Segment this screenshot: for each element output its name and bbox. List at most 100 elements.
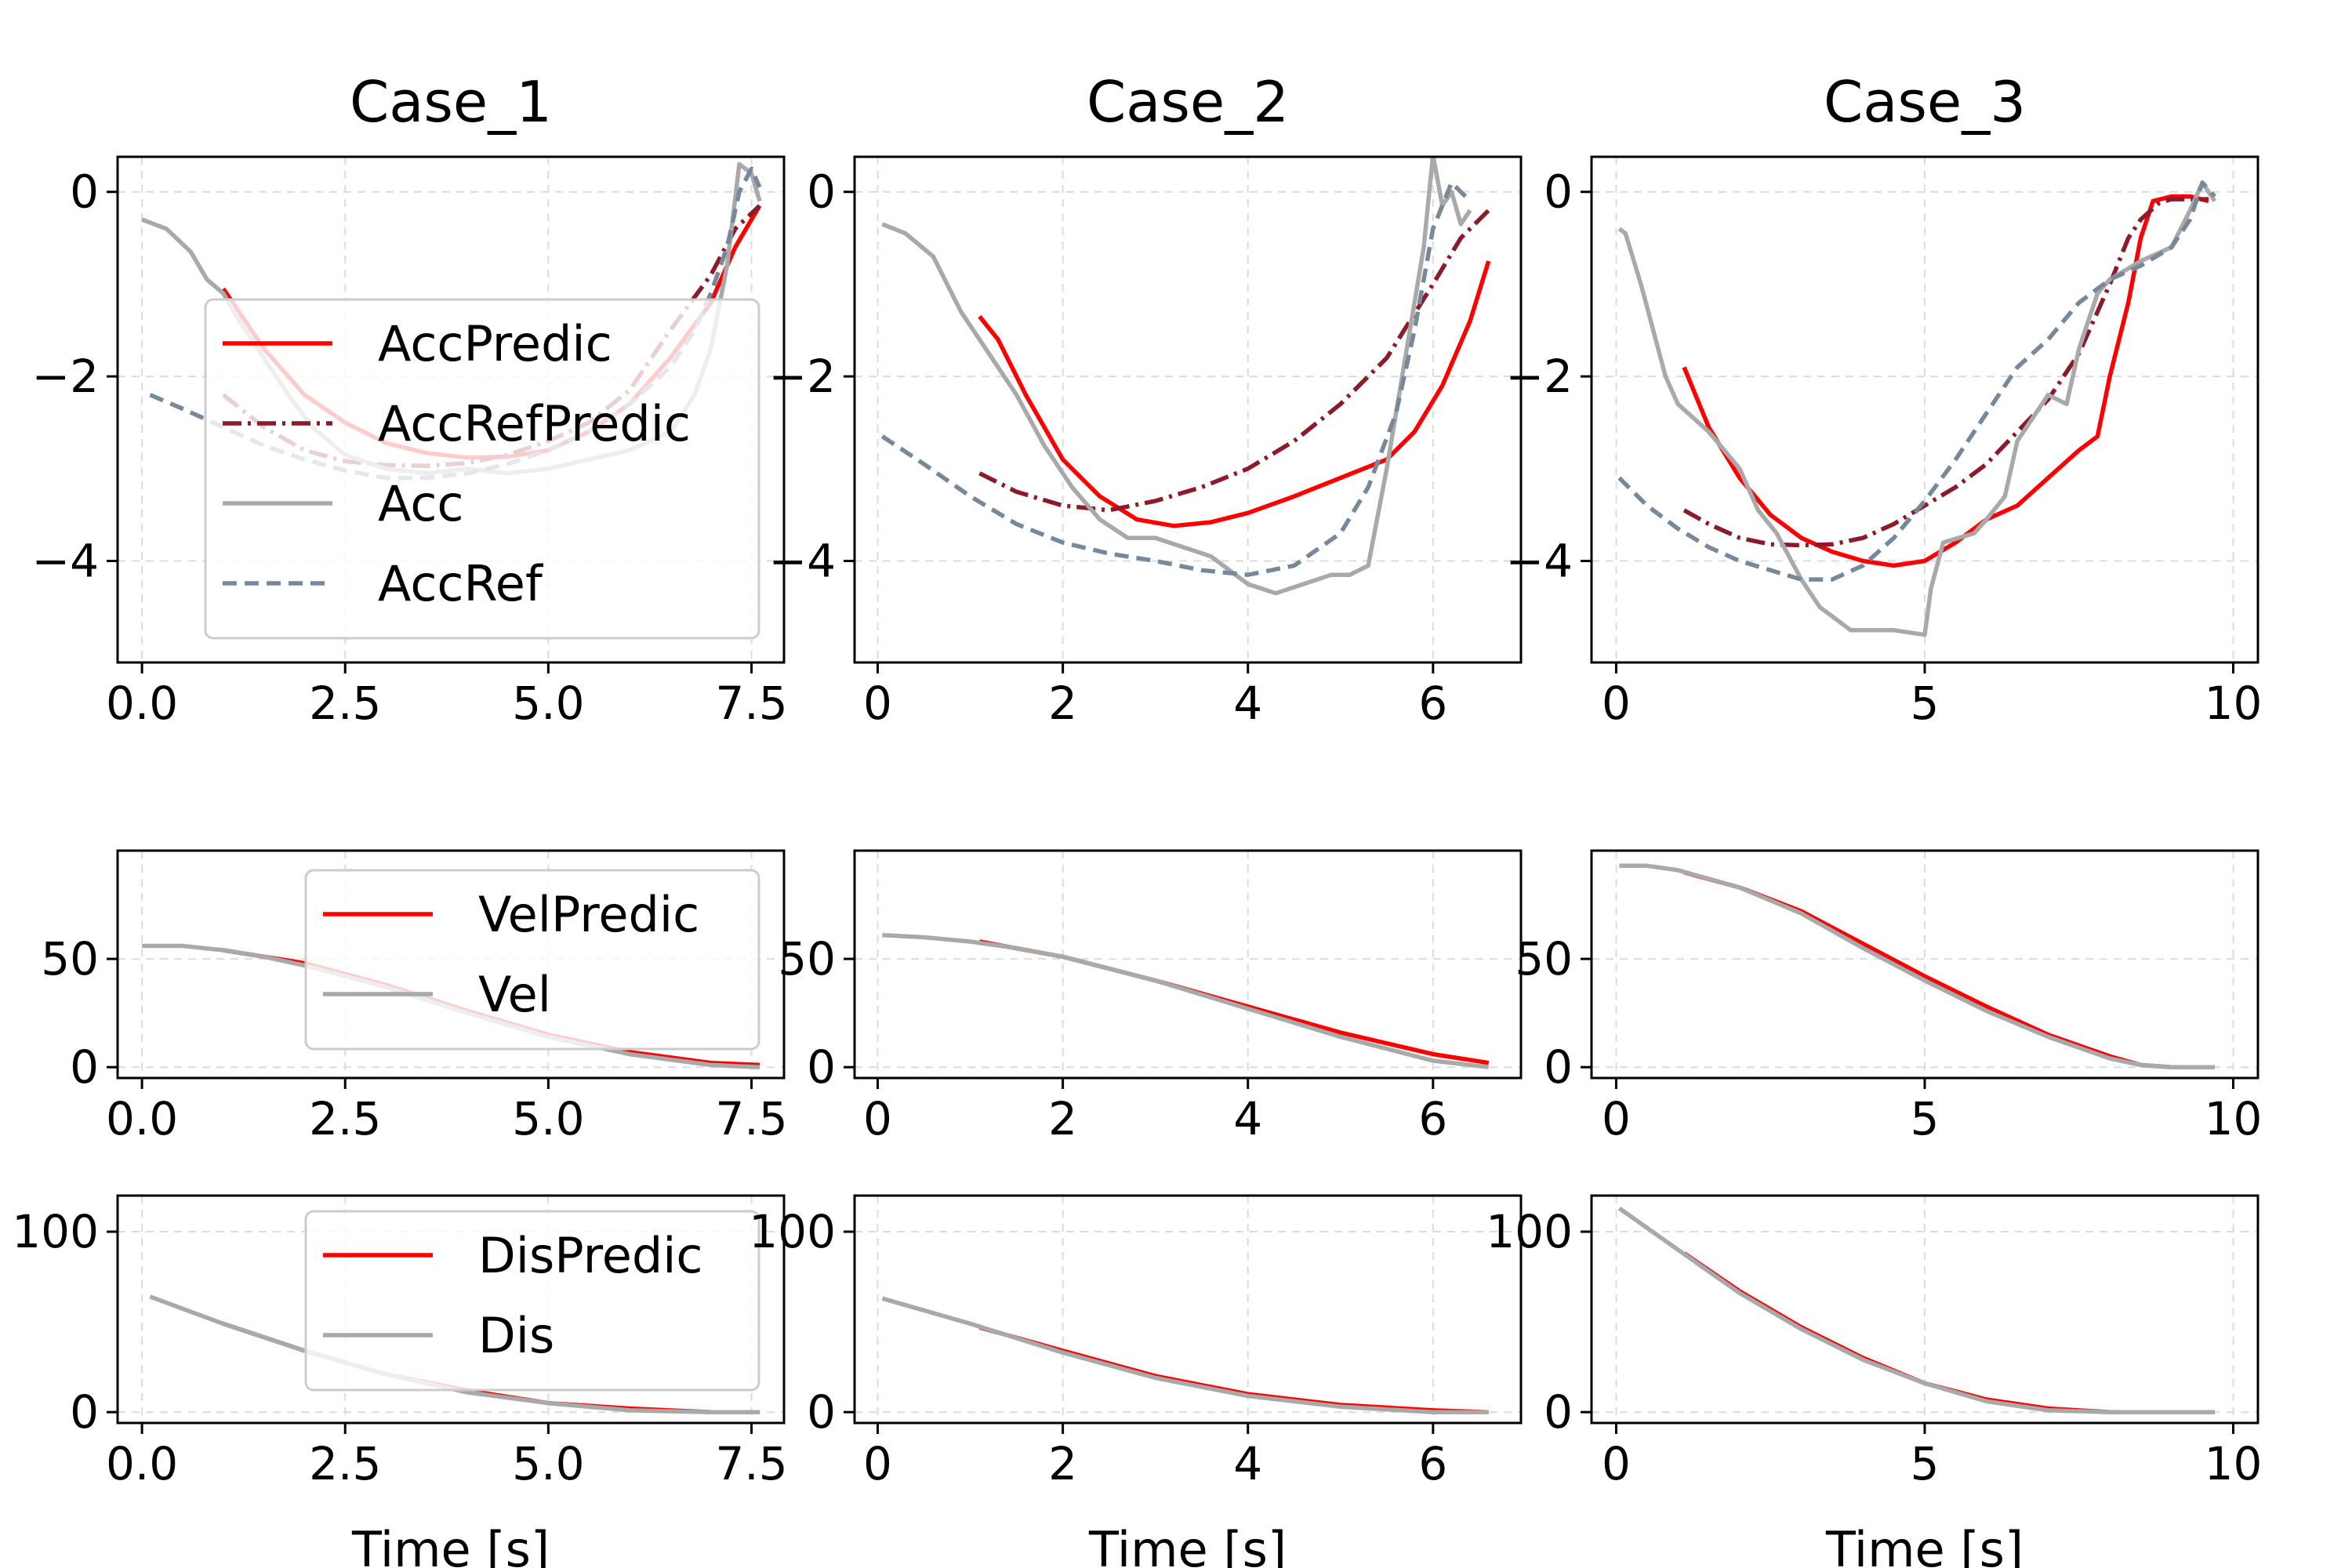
x-tick-label: 0.0	[106, 1437, 178, 1490]
legend-label: DisPredic	[478, 1227, 703, 1284]
x-tick-label: 0	[1602, 1092, 1631, 1145]
x-tick-label: 2	[1048, 1092, 1077, 1145]
series-line-vel	[1619, 863, 2215, 1069]
y-tick-label: −2	[1506, 350, 1573, 403]
axes-frame	[853, 1194, 1523, 1425]
axes-frame	[116, 1194, 786, 1425]
y-tick-label: 50	[778, 932, 836, 985]
y-tick-label: −4	[769, 535, 837, 588]
legend-label: Vel	[478, 966, 551, 1023]
series-group	[1617, 180, 2217, 637]
legend: AccPredic AccRefPredic Acc AccRef	[204, 298, 760, 640]
subplot-dis-2: 0 2 4 6 0 100 Time [s]	[749, 1194, 1523, 1568]
x-axis-label: Time [s]	[1088, 1521, 1287, 1568]
subplot-vel-3: 0 5 10 0 50	[1515, 849, 2263, 1145]
legend-label: Dis	[478, 1307, 554, 1364]
series-group	[881, 1296, 1489, 1414]
y-tick-label: 0	[70, 1385, 99, 1439]
series-line-dis	[1617, 1206, 2215, 1414]
x-tick-label: 5.0	[512, 677, 584, 730]
x-axis-label: Time [s]	[1825, 1521, 2024, 1568]
series-line-dis	[881, 1296, 1489, 1414]
x-tick-label: 5	[1911, 1092, 1940, 1145]
legend-label: Acc	[378, 475, 464, 532]
legend: DisPredic Dis	[304, 1210, 760, 1392]
x-tick-label: 6	[1418, 1092, 1447, 1145]
x-tick-label: 0.0	[106, 1092, 178, 1145]
y-tick-label: 0	[807, 1040, 836, 1094]
x-axis-label: Time [s]	[351, 1521, 550, 1568]
y-tick-label: 0	[807, 1385, 836, 1439]
legend-label: AccRef	[378, 555, 544, 612]
y-tick-label: 100	[1486, 1205, 1573, 1258]
legend-label: AccPredic	[378, 315, 612, 372]
x-tick-label: 5	[1911, 677, 1940, 730]
x-tick-label: 5	[1911, 1437, 1940, 1490]
series-line-acc	[881, 157, 1472, 596]
x-tick-label: 2	[1048, 1437, 1077, 1490]
x-tick-label: 4	[1233, 677, 1262, 730]
series-line-accpredic	[1682, 194, 2209, 568]
y-tick-label: 50	[41, 932, 99, 985]
legend-label: VelPredic	[478, 886, 699, 943]
x-tick-label: 0	[1602, 1437, 1631, 1490]
x-tick-label: 4	[1233, 1092, 1262, 1145]
y-tick-label: 0	[1544, 1040, 1573, 1094]
subplot-title: Case_3	[1824, 69, 2026, 135]
y-tick-label: 0	[70, 165, 99, 219]
series-line-vel	[882, 932, 1490, 1069]
series-group	[882, 932, 1490, 1069]
series-line-accrefpredic	[1682, 197, 2209, 548]
y-tick-label: 0	[1544, 1385, 1573, 1439]
subplot-acc-2: 0 2 4 6 0 −2 −4 Case_2	[769, 69, 1523, 730]
subplot-vel-2: 0 2 4 6 0 50	[778, 849, 1523, 1145]
legend-label: AccRefPredic	[378, 395, 691, 452]
x-tick-label: 0	[1602, 677, 1631, 730]
subplot-vel-1: 0.0 2.5 5.0 7.5 0 50 VelPredic Vel	[41, 849, 788, 1145]
series-line-velpredic	[1683, 869, 2215, 1069]
x-tick-label: 0.0	[106, 677, 178, 730]
x-tick-label: 2.5	[309, 677, 381, 730]
y-tick-label: 0	[70, 1040, 99, 1094]
axes-frame	[116, 849, 786, 1080]
y-tick-label: −4	[32, 535, 100, 588]
x-tick-label: 10	[2205, 1092, 2263, 1145]
series-line-accref	[1617, 180, 2216, 582]
series-line-accpredic	[978, 260, 1491, 528]
x-tick-label: 2.5	[309, 1092, 381, 1145]
series-group	[1619, 863, 2215, 1069]
y-tick-label: 0	[1544, 165, 1573, 219]
x-tick-label: 2.5	[309, 1437, 381, 1490]
series-line-accref	[880, 180, 1472, 577]
x-tick-label: 10	[2205, 677, 2263, 730]
x-tick-label: 7.5	[715, 677, 787, 730]
series-line-dispredic	[978, 1325, 1489, 1414]
x-tick-label: 6	[1418, 677, 1447, 730]
x-tick-label: 0	[863, 677, 892, 730]
y-tick-label: 0	[807, 165, 836, 219]
subplot-dis-1: 0.0 2.5 5.0 7.5 0 100 Time [s] DisPredic Dis	[12, 1194, 788, 1568]
y-tick-label: −4	[1506, 535, 1573, 588]
y-tick-label: 100	[12, 1205, 99, 1258]
x-tick-label: 5.0	[512, 1092, 584, 1145]
y-tick-label: −2	[769, 350, 837, 403]
x-tick-label: 10	[2205, 1437, 2263, 1490]
y-tick-label: 50	[1515, 932, 1573, 985]
x-tick-label: 4	[1233, 1437, 1262, 1490]
legend: VelPredic Vel	[304, 869, 760, 1051]
series-group	[880, 157, 1491, 596]
subplot-title: Case_1	[350, 69, 552, 135]
x-tick-label: 7.5	[715, 1437, 787, 1490]
series-line-velpredic	[978, 939, 1490, 1065]
subplot-acc-3: 0 5 10 0 −2 −4 Case_3	[1506, 69, 2263, 730]
axes-frame	[853, 155, 1523, 664]
series-line-dis	[149, 1294, 760, 1414]
series-line-accrefpredic	[978, 209, 1490, 513]
x-tick-label: 7.5	[715, 1092, 787, 1145]
axes-frame	[853, 849, 1523, 1080]
axes-frame	[116, 155, 786, 664]
x-tick-label: 5.0	[512, 1437, 584, 1490]
y-tick-label: −2	[32, 350, 100, 403]
